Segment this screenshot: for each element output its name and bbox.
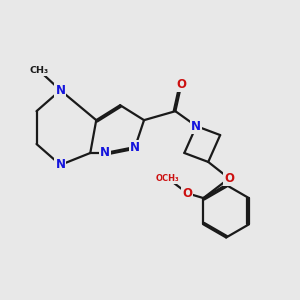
- Text: O: O: [182, 187, 192, 200]
- Text: N: N: [100, 146, 110, 160]
- Text: N: N: [191, 120, 201, 133]
- Text: O: O: [176, 78, 186, 91]
- Text: N: N: [130, 140, 140, 154]
- Text: CH₃: CH₃: [30, 66, 49, 75]
- Text: O: O: [224, 172, 234, 185]
- Text: N: N: [56, 84, 65, 97]
- Text: N: N: [56, 158, 65, 171]
- Text: OCH₃: OCH₃: [156, 174, 180, 183]
